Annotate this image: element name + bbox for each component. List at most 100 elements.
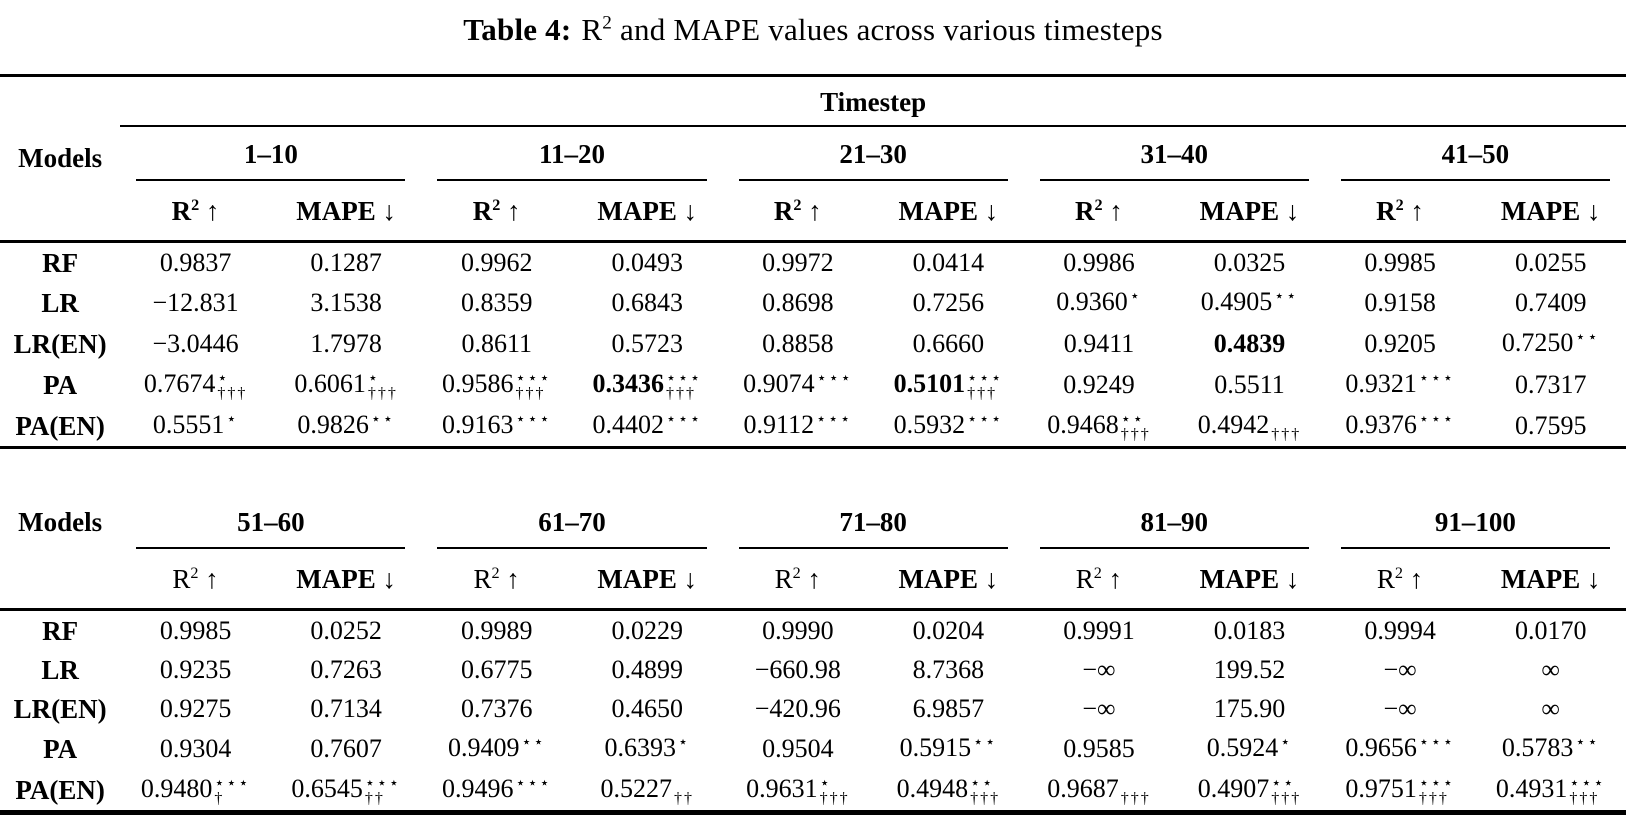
- value-number: 0.9409: [447, 733, 520, 763]
- col-group-label: 81–90: [1039, 507, 1309, 550]
- value-number: 0.0170: [1514, 616, 1587, 646]
- col-header-r2: R2 ↑: [773, 196, 822, 226]
- value-cell: 0.6061 ⋆ †††: [271, 364, 422, 405]
- dagger-markers: †††: [819, 790, 850, 808]
- dagger-markers: †††: [1271, 426, 1302, 444]
- col-group-header: 1–10: [120, 126, 421, 181]
- value-cell: 0.9249: [1024, 364, 1175, 405]
- value-cell: 0.9163 ⋆⋆⋆: [421, 405, 572, 448]
- value-number: 0.6660: [912, 329, 985, 359]
- col-group-label: 1–10: [136, 139, 406, 181]
- value-number: 0.7674: [143, 369, 216, 399]
- value-cell: 0.4942 †††: [1174, 405, 1325, 448]
- significance-markers: †††: [1271, 412, 1302, 444]
- table-body: RF 0.9837 0.1287 0.9962 0.0493 0.9972 0.0414 0.…: [0, 242, 1626, 448]
- col-group-header: 11–20: [421, 126, 722, 181]
- value-cell: 0.9205: [1325, 323, 1476, 364]
- value-cell: 0.8611: [421, 323, 572, 364]
- value-number: 0.4402: [592, 410, 665, 440]
- value-cell: 0.5551 ⋆: [120, 405, 271, 448]
- row-label: LR: [41, 288, 79, 319]
- value-cell: 6.9857: [873, 689, 1024, 728]
- star-markers: ⋆: [1129, 288, 1142, 306]
- value-cell: 0.7134: [271, 689, 422, 728]
- table-row: PA(EN) 0.9480 ⋆⋆⋆ † 0.6545 ⋆⋆⋆ †† 0.9496 ⋆⋆⋆ 0.52…: [0, 769, 1626, 813]
- value-number: 0.5783: [1501, 733, 1574, 763]
- value-number: 0.9972: [762, 248, 834, 277]
- dagger-markers: [1274, 304, 1298, 319]
- value-number: 0.9468: [1047, 410, 1119, 440]
- star-markers: ⋆: [367, 370, 380, 388]
- value-number: 0.9631: [746, 774, 818, 804]
- value-cell: 0.9112 ⋆⋆⋆: [723, 405, 874, 448]
- value-number: −∞: [1383, 655, 1417, 685]
- value-number: 0.9990: [762, 616, 834, 646]
- star-markers: ⋆⋆⋆: [816, 411, 853, 429]
- star-markers: ⋆⋆: [1120, 411, 1145, 429]
- results-table-2: Models 51–60 61–70 71–80 81–90 91–100 R2 ↑ MAPE…: [0, 495, 1626, 816]
- star-markers: [1121, 776, 1151, 791]
- significance-markers: ⋆⋆⋆ †: [214, 776, 250, 807]
- col-group-label: 71–80: [738, 507, 1008, 550]
- value-number: 0.4839: [1213, 329, 1286, 359]
- value-cell: 0.7674 ⋆ †††: [120, 364, 271, 405]
- star-markers: ⋆⋆⋆: [666, 370, 703, 388]
- table-row: RF 0.9837 0.1287 0.9962 0.0493 0.9972 0.0414 0.…: [0, 242, 1626, 283]
- value-cell: 0.5227 ††: [572, 769, 723, 813]
- value-cell: 0.9235: [120, 650, 271, 689]
- value-number: 0.9376: [1345, 410, 1417, 440]
- star-markers: ⋆⋆: [970, 775, 995, 793]
- value-number: 0.9074: [743, 369, 815, 399]
- value-cell: 0.4899: [572, 650, 723, 689]
- col-group-label: 61–70: [437, 507, 707, 550]
- col-group-label: 31–40: [1039, 139, 1309, 181]
- timestep-header: Timestep: [120, 75, 1626, 127]
- col-group-label: 91–100: [1340, 507, 1610, 550]
- dagger-markers: †††: [1120, 426, 1151, 444]
- col-header-r2: R2 ↑: [1376, 196, 1425, 226]
- value-number: 0.5101: [893, 369, 966, 399]
- value-cell: ∞: [1475, 650, 1626, 689]
- value-number: 0.4948: [896, 774, 969, 804]
- value-cell: 0.9411: [1024, 323, 1175, 364]
- significance-markers: ††: [674, 776, 694, 807]
- star-markers: ⋆⋆⋆: [515, 370, 552, 388]
- col-header-mape: MAPE ↓: [898, 564, 999, 595]
- value-number: 0.5723: [611, 329, 684, 359]
- value-cell: 0.9826 ⋆⋆: [271, 405, 422, 448]
- value-cell: 0.5915 ⋆⋆: [873, 728, 1024, 769]
- value-number: ∞: [1541, 694, 1560, 724]
- value-cell: 0.7409: [1475, 282, 1626, 323]
- value-number: −∞: [1383, 694, 1417, 724]
- col-group-label: 11–20: [437, 139, 707, 181]
- dagger-markers: ††: [364, 790, 385, 808]
- row-label: RF: [42, 248, 79, 278]
- significance-markers: ⋆⋆⋆: [1419, 735, 1455, 765]
- value-cell: 0.7607: [271, 728, 422, 769]
- value-cell: 0.9985: [120, 610, 271, 651]
- col-header-r2: R2 ↑: [473, 564, 520, 595]
- value-cell: 0.0252: [271, 610, 422, 651]
- value-cell: 0.9360 ⋆: [1024, 282, 1175, 323]
- value-number: 0.9989: [460, 616, 533, 646]
- value-number: 0.7409: [1514, 288, 1587, 318]
- col-header-mape: MAPE ↓: [1500, 196, 1601, 226]
- models-header: Models: [18, 506, 103, 537]
- value-cell: 0.9496 ⋆⋆⋆: [421, 769, 572, 813]
- significance-markers: ⋆⋆: [973, 735, 997, 765]
- value-number: 0.8858: [762, 329, 834, 359]
- col-group-header: 81–90: [1024, 495, 1325, 550]
- value-number: 0.0493: [611, 248, 684, 277]
- col-group-header: 41–50: [1325, 126, 1626, 181]
- value-cell: 0.9376 ⋆⋆⋆: [1325, 405, 1476, 448]
- dagger-markers: [973, 750, 997, 765]
- value-cell: 0.3436 ⋆⋆⋆ †††: [572, 364, 723, 405]
- value-number: 1.7978: [310, 329, 382, 359]
- value-cell: 0.9409 ⋆⋆: [421, 728, 572, 769]
- value-number: 0.3436: [592, 369, 665, 399]
- value-cell: 0.5511: [1174, 364, 1325, 405]
- col-group-header: 51–60: [120, 495, 421, 550]
- value-number: 0.9656: [1345, 733, 1417, 763]
- value-number: 0.0255: [1514, 248, 1587, 277]
- value-cell: 0.9586 ⋆⋆⋆ †††: [421, 364, 572, 405]
